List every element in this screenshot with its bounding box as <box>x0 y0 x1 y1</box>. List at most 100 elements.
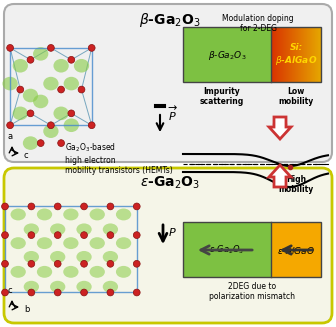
Circle shape <box>2 203 8 210</box>
Circle shape <box>58 140 65 146</box>
Text: Ga$_2$O$_3$-based
high electron
mobility transistors (HEMTs): Ga$_2$O$_3$-based high electron mobility… <box>65 142 173 175</box>
Circle shape <box>107 232 114 238</box>
Circle shape <box>78 86 85 93</box>
Ellipse shape <box>76 281 92 293</box>
Circle shape <box>2 232 8 238</box>
Ellipse shape <box>2 77 18 90</box>
Ellipse shape <box>103 281 118 293</box>
Circle shape <box>54 232 61 238</box>
Ellipse shape <box>64 118 79 132</box>
Ellipse shape <box>24 281 39 293</box>
Circle shape <box>28 260 35 267</box>
Bar <box>183 27 271 82</box>
Text: $\varepsilon$-AlGaO: $\varepsilon$-AlGaO <box>277 245 315 255</box>
FancyArrow shape <box>269 165 291 187</box>
Ellipse shape <box>13 59 28 73</box>
Circle shape <box>81 203 87 210</box>
Text: c: c <box>24 150 29 160</box>
Ellipse shape <box>116 266 131 278</box>
Ellipse shape <box>50 223 65 235</box>
Circle shape <box>54 203 61 210</box>
Circle shape <box>28 203 35 210</box>
Circle shape <box>107 260 114 267</box>
Ellipse shape <box>37 209 52 220</box>
Ellipse shape <box>10 237 26 249</box>
Text: Impurity
scattering: Impurity scattering <box>200 87 244 106</box>
Circle shape <box>28 232 35 238</box>
Ellipse shape <box>24 223 39 235</box>
FancyBboxPatch shape <box>4 168 332 323</box>
Text: Low
mobility: Low mobility <box>278 87 313 106</box>
Circle shape <box>7 122 13 129</box>
Circle shape <box>54 289 61 296</box>
Text: 2DEG due to
polarization mismatch: 2DEG due to polarization mismatch <box>209 282 295 301</box>
Circle shape <box>133 232 140 238</box>
Ellipse shape <box>74 59 89 73</box>
Text: b: b <box>24 304 29 314</box>
Text: $\beta$-Ga$_2$O$_3$: $\beta$-Ga$_2$O$_3$ <box>139 11 201 29</box>
Text: c: c <box>8 286 12 295</box>
Ellipse shape <box>23 89 38 102</box>
Ellipse shape <box>50 251 65 263</box>
Ellipse shape <box>103 223 118 235</box>
Ellipse shape <box>76 223 92 235</box>
Text: a: a <box>7 132 12 141</box>
Circle shape <box>81 289 87 296</box>
Circle shape <box>68 56 75 63</box>
Ellipse shape <box>43 124 58 138</box>
Circle shape <box>47 122 54 129</box>
Ellipse shape <box>33 95 48 108</box>
Bar <box>183 222 321 277</box>
Text: $\beta$-Ga$_2$O$_3$: $\beta$-Ga$_2$O$_3$ <box>208 48 246 61</box>
Ellipse shape <box>116 237 131 249</box>
Circle shape <box>107 289 114 296</box>
Circle shape <box>37 140 44 146</box>
Ellipse shape <box>116 209 131 220</box>
Text: Si:
$\beta$-AlGaO: Si: $\beta$-AlGaO <box>275 43 317 67</box>
FancyArrow shape <box>269 117 291 139</box>
Ellipse shape <box>23 136 38 150</box>
Ellipse shape <box>24 251 39 263</box>
Ellipse shape <box>90 237 105 249</box>
Text: High
mobility: High mobility <box>278 175 313 194</box>
Circle shape <box>17 86 24 93</box>
Ellipse shape <box>37 237 52 249</box>
Text: $P$: $P$ <box>168 226 177 238</box>
Ellipse shape <box>37 266 52 278</box>
Ellipse shape <box>43 77 58 90</box>
Ellipse shape <box>50 281 65 293</box>
Circle shape <box>58 86 65 93</box>
Text: $\overrightarrow{P}$: $\overrightarrow{P}$ <box>168 105 178 123</box>
Circle shape <box>81 260 87 267</box>
Ellipse shape <box>10 266 26 278</box>
Text: $\varepsilon$-Ga$_2$O$_3$: $\varepsilon$-Ga$_2$O$_3$ <box>209 244 245 256</box>
Circle shape <box>28 289 35 296</box>
Ellipse shape <box>33 47 48 60</box>
Circle shape <box>88 122 95 129</box>
Circle shape <box>7 44 13 51</box>
Ellipse shape <box>63 237 79 249</box>
Circle shape <box>107 203 114 210</box>
Circle shape <box>2 289 8 296</box>
Circle shape <box>2 260 8 267</box>
Ellipse shape <box>103 251 118 263</box>
Ellipse shape <box>76 251 92 263</box>
Ellipse shape <box>90 209 105 220</box>
Circle shape <box>81 232 87 238</box>
Bar <box>271 222 321 277</box>
Bar <box>183 222 271 277</box>
Ellipse shape <box>63 266 79 278</box>
Circle shape <box>133 203 140 210</box>
Circle shape <box>27 56 34 63</box>
Text: $\varepsilon$-Ga$_2$O$_3$: $\varepsilon$-Ga$_2$O$_3$ <box>140 175 200 191</box>
Ellipse shape <box>64 77 79 90</box>
Text: Modulation doping
for 2-DEG: Modulation doping for 2-DEG <box>222 14 294 33</box>
Circle shape <box>68 110 75 117</box>
Ellipse shape <box>90 266 105 278</box>
Circle shape <box>27 110 34 117</box>
Bar <box>183 27 321 82</box>
Circle shape <box>47 44 54 51</box>
Circle shape <box>133 289 140 296</box>
Ellipse shape <box>10 209 26 220</box>
Circle shape <box>88 44 95 51</box>
